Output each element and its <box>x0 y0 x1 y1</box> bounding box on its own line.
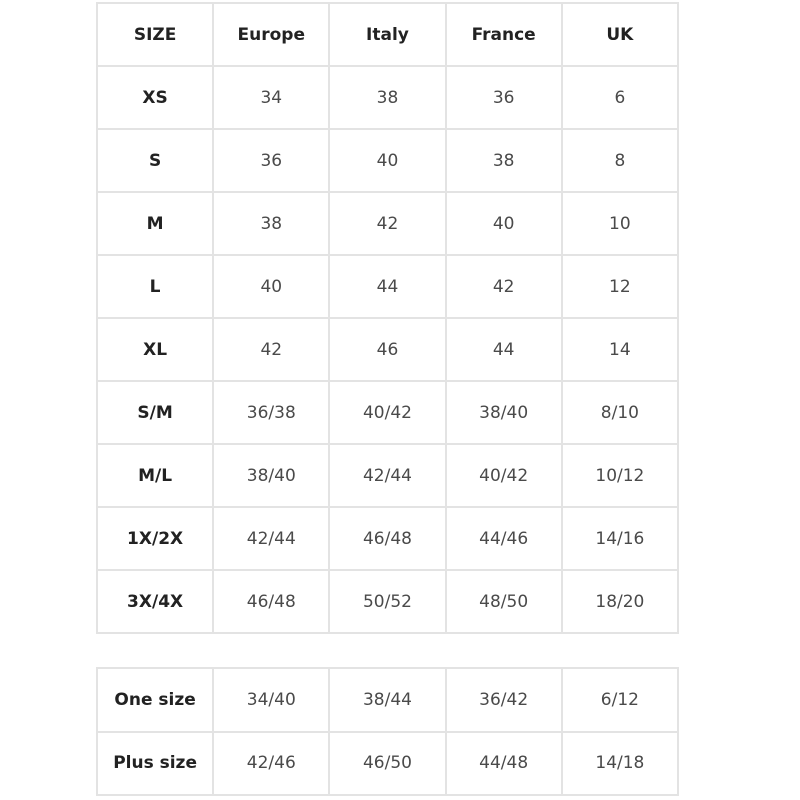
size-value-cell: 14/16 <box>560 506 680 571</box>
size-value-cell: 48/50 <box>444 569 563 634</box>
table-row: XS 34 38 36 6 <box>95 65 680 130</box>
column-header: Italy <box>328 2 447 67</box>
size-value-cell: 46/48 <box>212 569 331 634</box>
table-row: XL 42 46 44 14 <box>95 317 680 382</box>
size-value-cell: 38/40 <box>212 443 331 508</box>
size-value-cell: 42 <box>328 191 447 256</box>
size-value-cell: 42/44 <box>212 506 331 571</box>
size-chart-table: SIZE Europe Italy France UK XS 34 38 36 6 S 36 40 38… <box>95 2 680 634</box>
size-value-cell: 46/50 <box>328 730 447 796</box>
size-label-cell: XS <box>95 65 215 130</box>
size-label-cell: One size <box>95 667 215 733</box>
size-value-cell: 42/44 <box>328 443 447 508</box>
size-value-cell: 36 <box>444 65 563 130</box>
size-value-cell: 44 <box>328 254 447 319</box>
size-value-cell: 40 <box>444 191 563 256</box>
size-value-cell: 8/10 <box>560 380 680 445</box>
size-value-cell: 46 <box>328 317 447 382</box>
size-label-cell: S/M <box>95 380 215 445</box>
size-label-cell: XL <box>95 317 215 382</box>
size-value-cell: 14 <box>560 317 680 382</box>
column-header: France <box>444 2 563 67</box>
size-value-cell: 34 <box>212 65 331 130</box>
column-header: Europe <box>212 2 331 67</box>
size-value-cell: 14/18 <box>560 730 680 796</box>
table-row: Plus size 42/46 46/50 44/48 14/18 <box>95 730 680 796</box>
size-value-cell: 8 <box>560 128 680 193</box>
size-label-cell: M <box>95 191 215 256</box>
size-value-cell: 40 <box>328 128 447 193</box>
table-row: 1X/2X 42/44 46/48 44/46 14/16 <box>95 506 680 571</box>
size-value-cell: 40/42 <box>328 380 447 445</box>
column-header: UK <box>560 2 680 67</box>
size-value-cell: 34/40 <box>212 667 331 733</box>
size-value-cell: 36 <box>212 128 331 193</box>
size-value-cell: 42 <box>212 317 331 382</box>
size-value-cell: 38 <box>444 128 563 193</box>
special-sizes-table: One size 34/40 38/44 36/42 6/12 Plus size 42/4… <box>95 667 680 796</box>
size-value-cell: 50/52 <box>328 569 447 634</box>
size-value-cell: 46/48 <box>328 506 447 571</box>
size-value-cell: 38/44 <box>328 667 447 733</box>
size-value-cell: 36/42 <box>444 667 563 733</box>
size-label-cell: 3X/4X <box>95 569 215 634</box>
size-value-cell: 6 <box>560 65 680 130</box>
size-value-cell: 18/20 <box>560 569 680 634</box>
size-label-cell: 1X/2X <box>95 506 215 571</box>
table-row: S 36 40 38 8 <box>95 128 680 193</box>
size-value-cell: 42 <box>444 254 563 319</box>
size-label-cell: Plus size <box>95 730 215 796</box>
size-value-cell: 38 <box>212 191 331 256</box>
table-row: 3X/4X 46/48 50/52 48/50 18/20 <box>95 569 680 634</box>
size-value-cell: 44/48 <box>444 730 563 796</box>
size-value-cell: 38/40 <box>444 380 563 445</box>
size-value-cell: 44/46 <box>444 506 563 571</box>
size-value-cell: 42/46 <box>212 730 331 796</box>
table-row: L 40 44 42 12 <box>95 254 680 319</box>
size-value-cell: 40/42 <box>444 443 563 508</box>
column-header: SIZE <box>95 2 215 67</box>
table-row: M 38 42 40 10 <box>95 191 680 256</box>
header-row: SIZE Europe Italy France UK <box>95 2 680 67</box>
table-row: One size 34/40 38/44 36/42 6/12 <box>95 667 680 733</box>
table-row: M/L 38/40 42/44 40/42 10/12 <box>95 443 680 508</box>
size-label-cell: L <box>95 254 215 319</box>
size-value-cell: 6/12 <box>560 667 680 733</box>
size-value-cell: 10/12 <box>560 443 680 508</box>
size-label-cell: M/L <box>95 443 215 508</box>
size-value-cell: 44 <box>444 317 563 382</box>
size-value-cell: 38 <box>328 65 447 130</box>
size-value-cell: 10 <box>560 191 680 256</box>
table-row: S/M 36/38 40/42 38/40 8/10 <box>95 380 680 445</box>
size-value-cell: 36/38 <box>212 380 331 445</box>
size-value-cell: 12 <box>560 254 680 319</box>
size-value-cell: 40 <box>212 254 331 319</box>
size-label-cell: S <box>95 128 215 193</box>
